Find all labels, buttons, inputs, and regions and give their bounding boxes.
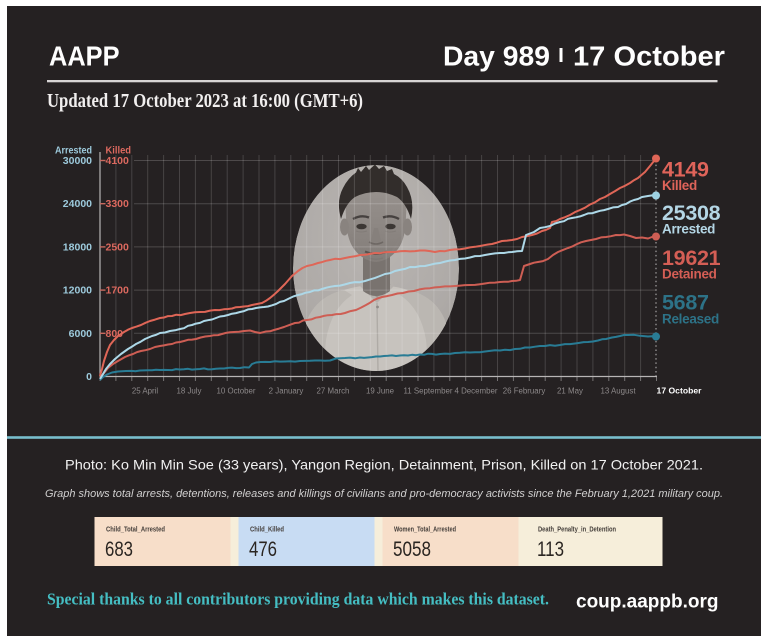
svg-text:Updated 17 October 2023 at 16:: Updated 17 October 2023 at 16:00 (GMT+6): [47, 90, 363, 112]
svg-text:Released: Released: [662, 312, 719, 327]
svg-text:17 October: 17 October: [573, 41, 725, 72]
svg-text:30000: 30000: [63, 155, 92, 167]
svg-text:4149: 4149: [662, 158, 709, 182]
svg-text:113: 113: [537, 538, 564, 561]
svg-text:Killed: Killed: [662, 178, 697, 193]
svg-text:4100: 4100: [106, 155, 130, 167]
svg-text:Photo: Ko Min Min Soe (33 year: Photo: Ko Min Min Soe (33 years), Yangon…: [65, 457, 703, 473]
svg-text:coup.aappb.org: coup.aappb.org: [576, 592, 719, 613]
svg-text:6000: 6000: [69, 328, 93, 340]
svg-text:4 December: 4 December: [455, 387, 498, 396]
svg-text:24000: 24000: [63, 198, 92, 210]
svg-text:Death_Penalty_in_Detention: Death_Penalty_in_Detention: [538, 525, 616, 534]
svg-text:2500: 2500: [106, 241, 130, 253]
svg-text:25 April: 25 April: [132, 387, 159, 396]
svg-text:Child_Killed: Child_Killed: [250, 525, 284, 534]
svg-text:Day 989: Day 989: [443, 41, 550, 72]
svg-text:5687: 5687: [662, 291, 709, 315]
svg-text:Arrested: Arrested: [662, 222, 715, 237]
svg-text:10 October: 10 October: [216, 387, 255, 396]
svg-text:19 June: 19 June: [366, 387, 395, 396]
svg-text:Child_Total_Arrested: Child_Total_Arrested: [106, 525, 165, 534]
svg-text:5058: 5058: [393, 538, 431, 561]
svg-text:18000: 18000: [63, 241, 92, 253]
svg-text:3300: 3300: [106, 198, 130, 210]
svg-text:Killed: Killed: [106, 146, 132, 157]
svg-text:800: 800: [106, 328, 124, 340]
svg-text:AAPP: AAPP: [49, 41, 120, 72]
svg-text:683: 683: [105, 538, 133, 561]
svg-text:13 August: 13 August: [600, 387, 636, 396]
svg-text:2 January: 2 January: [269, 387, 304, 396]
svg-text:11 September: 11 September: [404, 387, 453, 396]
svg-text:26 February: 26 February: [503, 387, 546, 396]
svg-text:1700: 1700: [106, 285, 130, 297]
svg-text:Arrested: Arrested: [55, 146, 92, 157]
svg-text:0: 0: [86, 371, 92, 383]
svg-text:19621: 19621: [662, 246, 721, 270]
svg-text:12000: 12000: [63, 285, 92, 297]
svg-text:17 October: 17 October: [657, 386, 703, 396]
svg-text:Special thanks to all contribu: Special thanks to all contributors provi…: [47, 590, 549, 609]
svg-text:27 March: 27 March: [317, 387, 350, 396]
svg-text:476: 476: [249, 538, 277, 561]
svg-text:18 July: 18 July: [176, 387, 201, 396]
svg-text:Women_Total_Arrested: Women_Total_Arrested: [394, 525, 456, 534]
svg-text:25308: 25308: [662, 201, 721, 225]
svg-text:Detained: Detained: [662, 267, 717, 282]
svg-text:21 May: 21 May: [557, 387, 583, 396]
svg-text:Graph shows total arrests, det: Graph shows total arrests, detentions, r…: [45, 488, 723, 500]
